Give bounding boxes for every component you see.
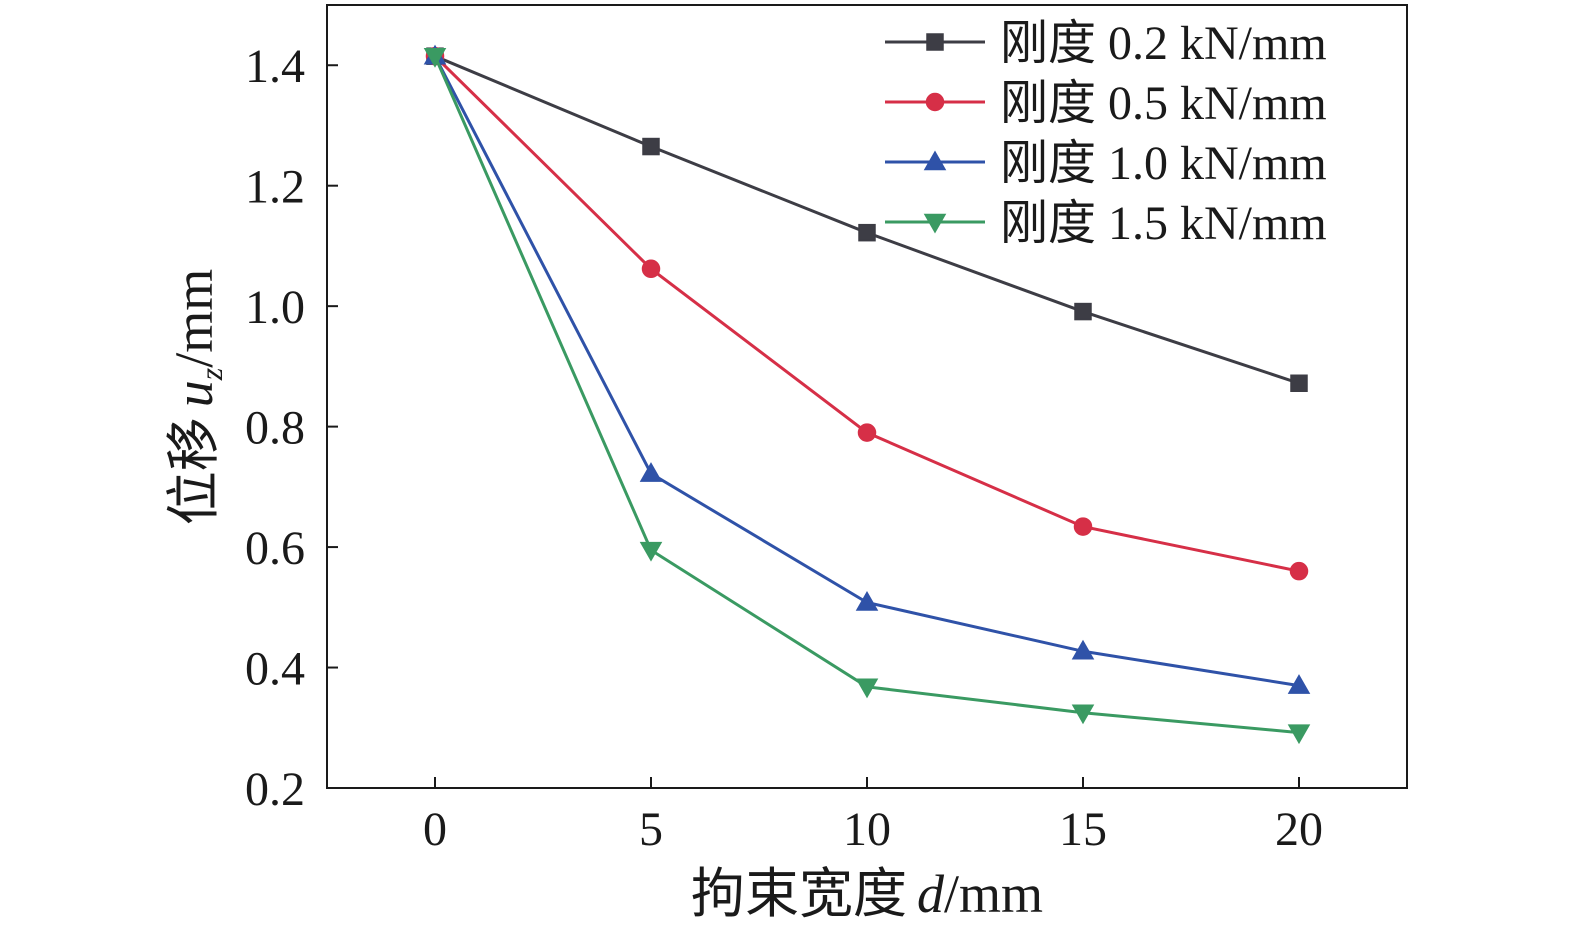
legend-marker <box>923 150 947 171</box>
data-point <box>1289 561 1309 581</box>
data-point <box>1071 639 1095 660</box>
data-point <box>855 678 879 699</box>
data-point <box>1287 674 1311 694</box>
y-tick-label: 0.6 <box>245 522 305 575</box>
x-tick-label: 15 <box>1059 803 1107 856</box>
legend-item: 刚度 0.5 kN/mm <box>885 77 1327 130</box>
y-tick-label: 1.4 <box>245 40 305 93</box>
legend-marker <box>923 213 947 234</box>
legend: 刚度 0.2 kN/mm 刚度 0.5 kN/mm 刚度 1.0 kN/mm 刚度 1… <box>885 17 1327 250</box>
y-axis: 0.2 0.4 0.6 0.8 1.0 1.2 1.4 <box>245 40 338 816</box>
data-point <box>1290 374 1308 392</box>
data-point <box>641 259 661 279</box>
legend-item: 刚度 1.5 kN/mm <box>885 197 1327 250</box>
y-tick-label: 0.2 <box>245 763 305 816</box>
legend-marker <box>925 92 945 112</box>
x-axis-label: 拘束宽度 d/mm <box>691 864 1043 924</box>
x-tick-label: 10 <box>843 803 891 856</box>
data-point <box>857 423 877 442</box>
y-tick-label: 0.8 <box>245 402 305 455</box>
legend-label: 刚度 1.0 kN/mm <box>1000 137 1327 190</box>
series-4 <box>423 47 1311 745</box>
legend-item: 刚度 1.0 kN/mm <box>885 137 1327 190</box>
data-point <box>1073 517 1093 536</box>
x-tick-label: 5 <box>639 803 663 856</box>
data-point <box>1071 704 1095 725</box>
data-point <box>1287 724 1311 745</box>
data-point <box>639 462 663 482</box>
legend-marker <box>926 33 944 51</box>
legend-label: 刚度 0.5 kN/mm <box>1000 77 1327 130</box>
x-axis: 0 5 10 15 20 <box>423 777 1323 856</box>
x-tick-label: 0 <box>423 803 447 856</box>
data-point <box>858 223 876 242</box>
y-tick-label: 1.0 <box>245 281 305 334</box>
data-point <box>642 137 660 156</box>
data-point <box>423 47 447 68</box>
x-tick-label: 20 <box>1275 803 1323 856</box>
legend-item: 刚度 0.2 kN/mm <box>885 17 1327 70</box>
y-tick-label: 0.4 <box>245 643 305 696</box>
data-point <box>1074 302 1092 321</box>
legend-label: 刚度 1.5 kN/mm <box>1000 197 1327 250</box>
data-point <box>855 590 879 611</box>
y-axis-label: 位移uz/mm <box>164 269 229 525</box>
series-3 <box>423 44 1311 694</box>
data-point <box>639 541 663 562</box>
legend-label: 刚度 0.2 kN/mm <box>1000 17 1327 70</box>
series-line <box>433 55 1300 573</box>
y-tick-label: 1.2 <box>245 161 305 214</box>
series-layer <box>423 44 1311 745</box>
